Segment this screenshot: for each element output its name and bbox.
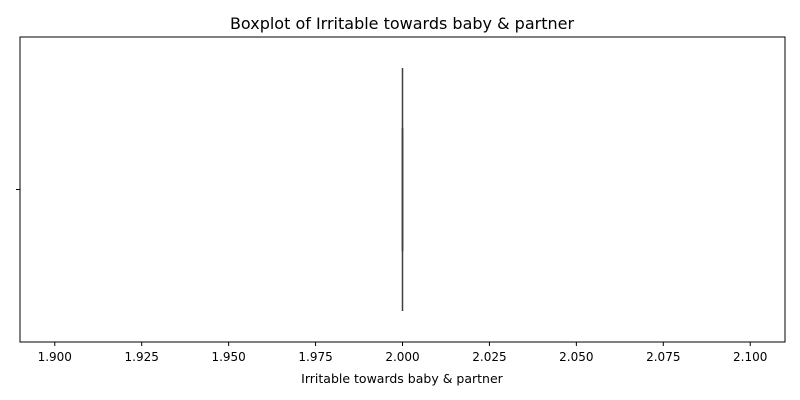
x-tick-label: 1.950 — [211, 350, 245, 364]
x-tick-label: 1.900 — [38, 350, 72, 364]
x-axis-label: Irritable towards baby & partner — [301, 371, 503, 386]
x-tick-label: 2.000 — [385, 350, 419, 364]
x-tick-label: 2.100 — [733, 350, 767, 364]
x-tick-label: 1.975 — [298, 350, 332, 364]
x-tick-label: 1.925 — [125, 350, 159, 364]
x-tick-label: 2.025 — [472, 350, 506, 364]
x-axis-ticks: 1.900 1.925 1.950 1.975 2.000 2.025 2.050 2.075… — [38, 342, 767, 364]
x-tick-label: 2.050 — [559, 350, 593, 364]
chart-title: Boxplot of Irritable towards baby & part… — [230, 14, 575, 33]
x-tick-label: 2.075 — [646, 350, 680, 364]
